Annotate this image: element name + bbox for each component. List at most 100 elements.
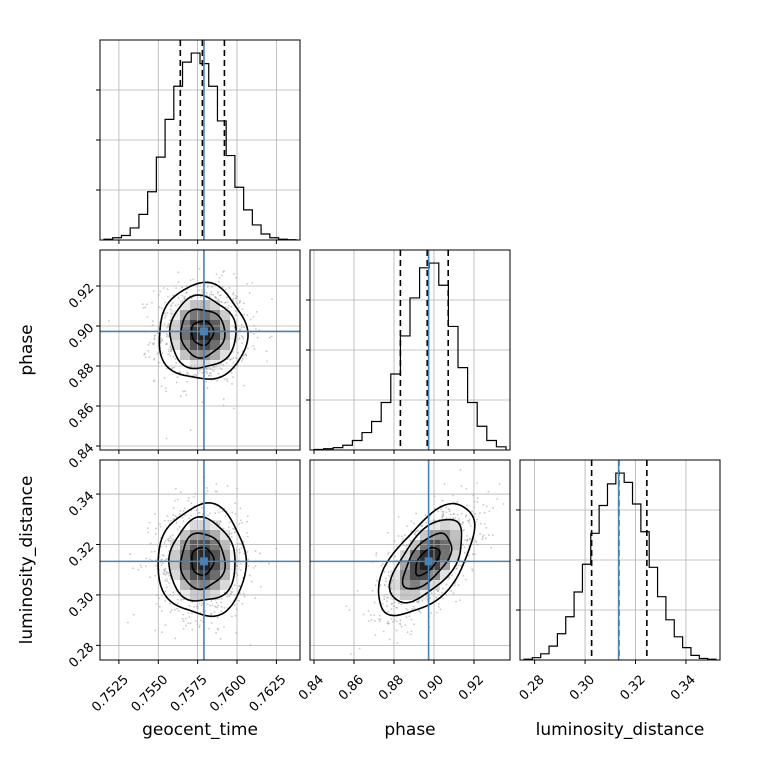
- sample-point: [158, 597, 160, 600]
- sample-point: [158, 306, 161, 309]
- sample-point: [219, 294, 222, 297]
- sample-point: [231, 588, 234, 590]
- sample-point: [462, 574, 465, 577]
- density-cell: [210, 300, 220, 310]
- sample-point: [413, 607, 416, 610]
- density-cell: [170, 330, 180, 340]
- sample-point: [161, 631, 163, 634]
- sample-point: [161, 352, 164, 355]
- sample-point: [374, 584, 377, 587]
- sample-point: [185, 285, 188, 288]
- sample-point: [151, 342, 154, 345]
- sample-point: [469, 538, 471, 540]
- sample-point: [215, 601, 218, 604]
- sample-point: [200, 604, 203, 607]
- sample-point: [205, 370, 208, 373]
- density-cell: [170, 560, 180, 570]
- sample-point: [498, 483, 501, 485]
- sample-point: [253, 324, 255, 327]
- sample-point: [170, 349, 172, 352]
- sample-point: [387, 571, 390, 573]
- sample-point: [476, 518, 478, 521]
- sample-point: [417, 601, 420, 604]
- sample-point: [147, 531, 150, 534]
- sample-point: [174, 357, 177, 360]
- sample-point: [210, 293, 213, 296]
- sample-point: [199, 296, 202, 298]
- sample-point: [465, 487, 468, 490]
- sample-point: [240, 546, 243, 549]
- sample-point: [179, 491, 182, 494]
- sample-point: [223, 378, 226, 381]
- sample-point: [205, 367, 208, 370]
- sample-point: [196, 371, 199, 374]
- sample-point: [239, 329, 242, 331]
- sample-point: [149, 558, 151, 561]
- sample-point: [149, 341, 151, 344]
- sample-point: [192, 495, 195, 498]
- sample-point: [382, 630, 385, 633]
- sample-point: [151, 320, 154, 323]
- sample-point: [383, 570, 386, 573]
- sample-point: [153, 358, 155, 361]
- sample-point: [468, 518, 471, 521]
- sample-point: [386, 605, 388, 607]
- sample-point: [159, 525, 162, 528]
- sample-point: [165, 333, 168, 335]
- sample-point: [155, 603, 158, 605]
- sample-point: [189, 429, 192, 431]
- sample-point: [164, 301, 167, 304]
- sample-point: [206, 603, 209, 606]
- sample-point: [445, 593, 448, 596]
- density-cell: [200, 520, 210, 530]
- sample-point: [231, 511, 234, 514]
- density-cell: [170, 540, 180, 550]
- density-cell: [210, 550, 220, 560]
- sample-point: [232, 350, 235, 353]
- density-cell: [180, 530, 190, 540]
- sample-point: [228, 595, 231, 598]
- sample-point: [462, 521, 464, 524]
- sample-point: [237, 351, 239, 354]
- sample-point: [165, 335, 168, 338]
- sample-point: [379, 618, 382, 621]
- sample-point: [471, 553, 474, 555]
- sample-point: [234, 593, 236, 596]
- y-tick-label: 0.28: [66, 640, 97, 671]
- sample-point: [437, 605, 440, 608]
- density-cell: [180, 300, 190, 310]
- sample-point: [230, 372, 233, 375]
- sample-point: [213, 366, 215, 369]
- sample-point: [362, 613, 365, 616]
- sample-point: [174, 499, 176, 502]
- sample-point: [173, 608, 176, 611]
- sample-point: [476, 501, 479, 503]
- sample-point: [196, 285, 199, 288]
- sample-point: [230, 532, 233, 535]
- sample-point: [252, 315, 255, 318]
- sample-point: [345, 605, 348, 608]
- sample-point: [201, 371, 204, 374]
- sample-point: [213, 611, 216, 613]
- sample-point: [210, 375, 213, 377]
- sample-point: [187, 372, 190, 375]
- sample-point: [375, 554, 377, 557]
- sample-point: [147, 343, 150, 346]
- sample-point: [259, 552, 262, 555]
- sample-point: [246, 314, 249, 317]
- x-tick-label: 0.34: [668, 672, 699, 703]
- sample-point: [233, 407, 235, 410]
- sample-point: [479, 522, 482, 525]
- density-cell: [200, 540, 210, 550]
- sample-point: [405, 616, 408, 618]
- sample-point: [165, 578, 168, 580]
- sample-point: [234, 314, 237, 317]
- sample-point: [481, 538, 484, 541]
- sample-point: [164, 387, 167, 390]
- sample-point: [217, 290, 219, 293]
- sample-point: [185, 292, 188, 294]
- sample-point: [399, 622, 401, 625]
- sample-point: [217, 604, 219, 607]
- sample-point: [188, 616, 191, 618]
- sample-point: [177, 303, 180, 306]
